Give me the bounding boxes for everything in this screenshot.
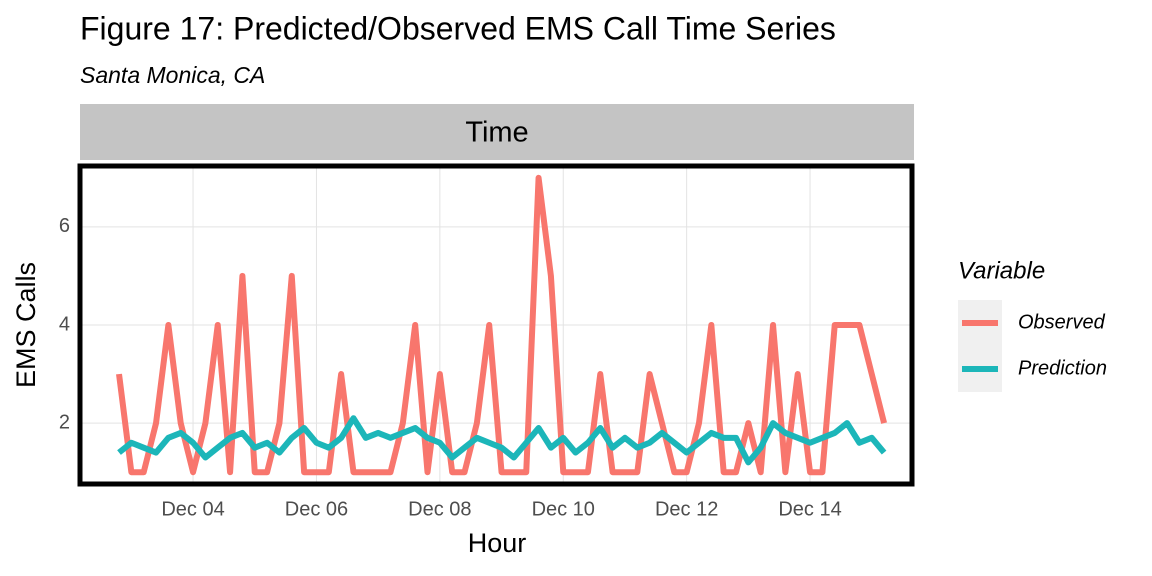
legend-label: Prediction (1018, 357, 1107, 379)
y-tick-label: 2 (59, 411, 70, 433)
legend-title: Variable (958, 257, 1045, 284)
x-tick-label: Dec 12 (655, 498, 718, 520)
x-tick-label: Dec 10 (532, 498, 595, 520)
y-tick-label: 4 (59, 313, 70, 335)
chart-title: Figure 17: Predicted/Observed EMS Call T… (80, 10, 836, 46)
legend-label: Observed (1018, 311, 1106, 333)
x-axis-label: Hour (468, 528, 527, 558)
x-tick-label: Dec 14 (778, 498, 841, 520)
chart-subtitle: Santa Monica, CA (80, 62, 265, 88)
facet-strip (80, 104, 914, 160)
x-tick-label: Dec 06 (285, 498, 348, 520)
panel-border (77, 163, 915, 487)
x-tick-label: Dec 04 (161, 498, 224, 520)
y-axis-label: EMS Calls (11, 262, 41, 388)
facet-label: Time (465, 117, 528, 149)
x-tick-label: Dec 08 (408, 498, 471, 520)
legend-key-background (958, 300, 1002, 392)
data-line (117, 415, 887, 466)
y-tick-label: 6 (59, 215, 70, 237)
